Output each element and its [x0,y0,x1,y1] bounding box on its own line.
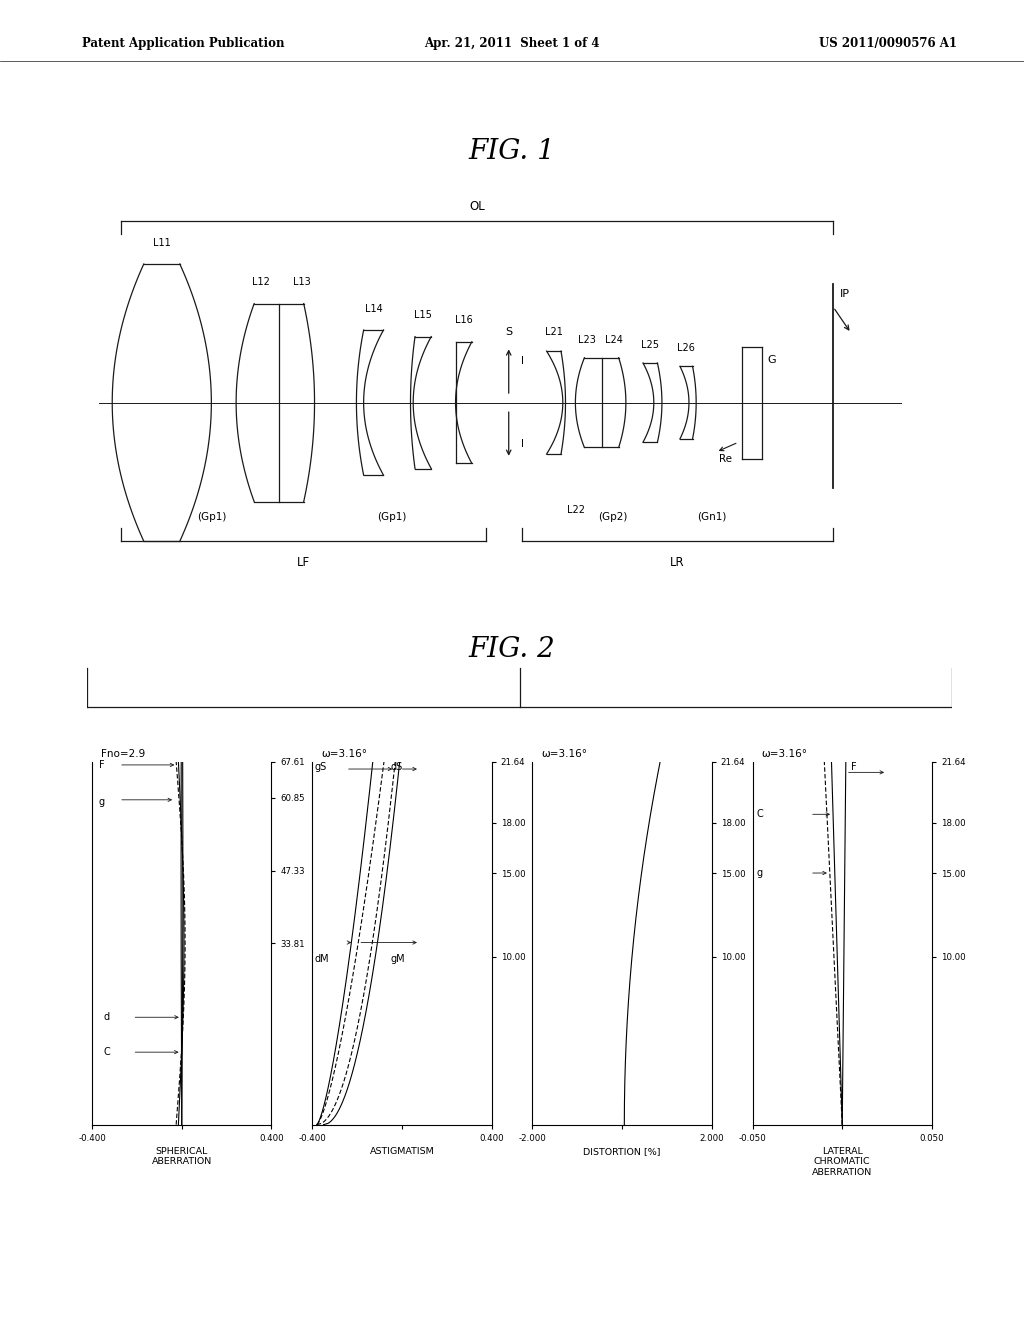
Text: (Gp1): (Gp1) [197,511,226,521]
Text: Fno=2.9: Fno=2.9 [101,750,145,759]
Text: F: F [851,763,857,772]
Text: L23: L23 [579,334,596,345]
Text: L25: L25 [641,339,659,350]
Text: Re: Re [719,454,732,463]
Text: IP: IP [840,289,850,298]
Text: F: F [99,760,104,770]
X-axis label: DISTORTION [%]: DISTORTION [%] [584,1147,660,1156]
Text: L26: L26 [677,343,695,354]
Text: ω=3.16°: ω=3.16° [542,750,588,759]
Text: gM: gM [391,954,406,965]
Text: C: C [103,1047,111,1057]
Text: dM: dM [314,954,329,965]
Text: Patent Application Publication: Patent Application Publication [82,37,285,50]
Text: LF: LF [297,556,310,569]
Text: dS: dS [391,763,403,772]
Text: d: d [103,1012,110,1022]
Text: OL: OL [469,201,485,214]
Text: FIG. 1: FIG. 1 [469,139,555,165]
Text: g: g [99,797,105,808]
Text: L11: L11 [153,238,171,248]
Text: ω=3.16°: ω=3.16° [762,750,808,759]
Text: ω=3.16°: ω=3.16° [322,750,368,759]
Text: C: C [756,809,763,820]
Text: G: G [767,355,776,364]
Text: I: I [521,356,523,367]
Text: (Gp2): (Gp2) [598,511,627,521]
Text: I: I [521,438,523,449]
X-axis label: SPHERICAL
ABERRATION: SPHERICAL ABERRATION [152,1147,212,1167]
Text: L14: L14 [365,304,382,314]
Text: L22: L22 [567,504,586,515]
Text: L12: L12 [252,277,270,288]
X-axis label: LATERAL
CHROMATIC
ABERRATION: LATERAL CHROMATIC ABERRATION [812,1147,872,1176]
Text: L16: L16 [455,315,472,326]
Text: gS: gS [314,763,327,772]
Text: (Gn1): (Gn1) [696,511,726,521]
Text: US 2011/0090576 A1: US 2011/0090576 A1 [819,37,957,50]
Text: L13: L13 [293,277,310,288]
Text: L21: L21 [545,326,563,337]
Text: L24: L24 [605,334,623,345]
X-axis label: ASTIGMATISM: ASTIGMATISM [370,1147,434,1156]
Text: Apr. 21, 2011  Sheet 1 of 4: Apr. 21, 2011 Sheet 1 of 4 [424,37,600,50]
Text: g: g [756,869,762,878]
Text: LR: LR [671,556,685,569]
Text: FIG. 2: FIG. 2 [469,636,555,663]
Text: S: S [505,326,512,337]
Text: (Gp1): (Gp1) [377,511,407,521]
Text: L15: L15 [414,310,432,321]
